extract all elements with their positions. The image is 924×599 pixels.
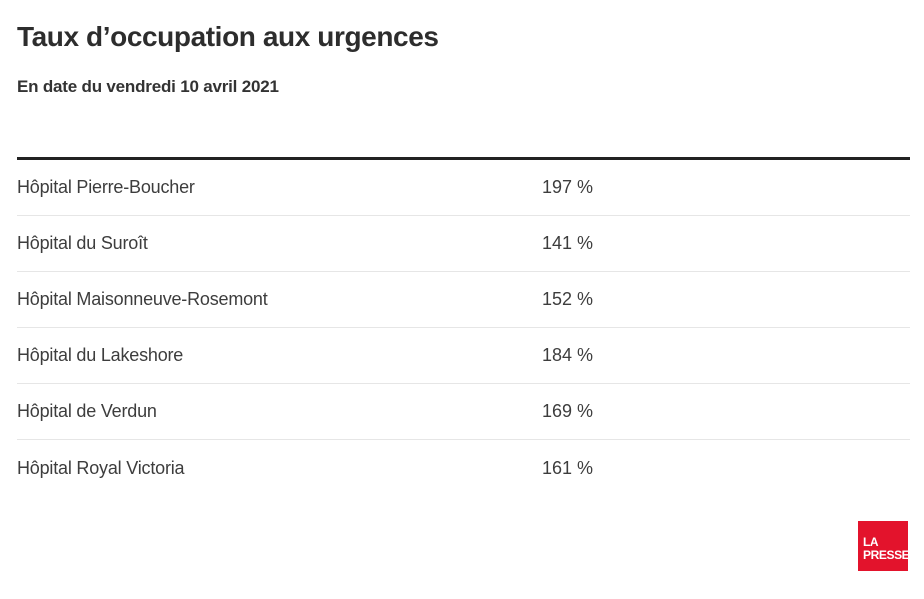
table-row: Hôpital de Verdun 169 %: [17, 384, 910, 440]
lapresse-logo-line1: LA: [863, 535, 879, 549]
occupancy-value: 161 %: [542, 457, 594, 478]
page-title: Taux d’occupation aux urgences: [17, 21, 439, 52]
occupancy-value: 141 %: [542, 233, 594, 253]
occupancy-value: 184 %: [542, 345, 594, 365]
hospital-name: Hôpital de Verdun: [17, 401, 157, 421]
table-row: Hôpital du Lakeshore 184 %: [17, 328, 910, 384]
table-row: Hôpital Pierre-Boucher 197 %: [17, 160, 910, 216]
hospital-name: Hôpital Maisonneuve-Rosemont: [17, 289, 268, 309]
lapresse-logo-line2: PRESSE: [863, 548, 910, 562]
occupancy-value: 197 %: [542, 177, 594, 197]
hospital-name: Hôpital Pierre-Boucher: [17, 177, 195, 197]
hospital-name: Hôpital du Suroît: [17, 233, 148, 253]
hospital-name: Hôpital du Lakeshore: [17, 345, 184, 365]
table-row: Hôpital Royal Victoria 161 %: [17, 440, 910, 496]
occupancy-table: Hôpital Pierre-Boucher 197 % Hôpital du …: [17, 157, 910, 496]
page-subtitle: En date du vendredi 10 avril 2021: [17, 77, 279, 96]
table-row: Hôpital Maisonneuve-Rosemont 152 %: [17, 272, 910, 328]
table-row: Hôpital du Suroît 141 %: [17, 216, 910, 272]
lapresse-logo: LA PRESSE: [858, 521, 910, 571]
occupancy-value: 169 %: [542, 401, 594, 421]
occupancy-value: 152 %: [542, 289, 594, 309]
hospital-name: Hôpital Royal Victoria: [17, 457, 185, 478]
